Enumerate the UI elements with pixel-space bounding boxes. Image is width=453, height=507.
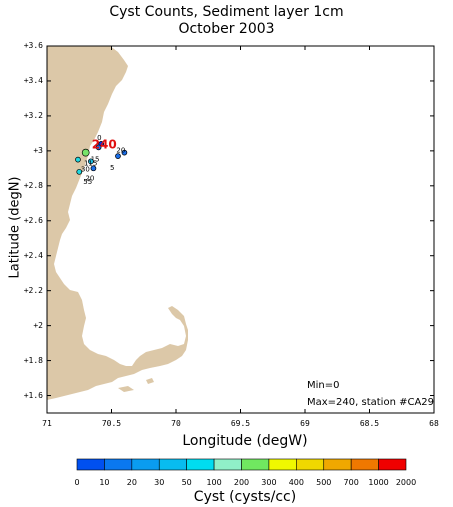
station-marker <box>81 148 90 157</box>
colorbar-tick-label: 100 <box>206 478 222 487</box>
x-tick-label: 68 <box>429 419 439 428</box>
y-tick-label: +2.2 <box>23 285 43 295</box>
colorbar-swatch <box>104 458 133 471</box>
x-tick-label: 70 <box>171 419 181 428</box>
colorbar-tick-label: 20 <box>126 478 137 487</box>
land-island <box>118 386 134 392</box>
y-tick-label: +1.6 <box>23 390 43 400</box>
x-tick-label: 68.5 <box>359 419 380 428</box>
station-label: 115 <box>84 160 97 168</box>
colorbar-swatch <box>213 458 242 471</box>
y-tick-label: +2 <box>33 320 43 330</box>
y-tick-label: +1.8 <box>23 355 43 365</box>
station-marker <box>95 144 102 151</box>
chart-title: Cyst Counts, Sediment layer 1cm <box>109 4 344 20</box>
colorbar-swatch <box>186 458 215 471</box>
x-tick-label: 69 <box>300 419 310 428</box>
colorbar-swatch <box>296 458 325 471</box>
colorbar-tick-label: 2000 <box>395 478 417 487</box>
colorbar-tick-label: 0 <box>74 478 80 487</box>
colorbar-swatch <box>158 458 187 471</box>
y-axis-label: Latitude (degN) <box>7 176 23 279</box>
y-tick-label: +2.6 <box>23 215 43 225</box>
station-marker <box>88 158 94 165</box>
colorbar-tick-label: 50 <box>181 478 192 487</box>
station-marker <box>115 153 121 159</box>
colorbar-tick-label: 300 <box>261 478 277 487</box>
station-label: 30 <box>81 165 90 173</box>
station-label: 15 <box>91 155 100 163</box>
station-marker <box>76 168 83 175</box>
station-label: 20 <box>85 174 94 182</box>
colorbar-swatch <box>323 458 352 471</box>
colorbar-swatch <box>76 458 105 471</box>
station-label: 20 <box>116 147 125 155</box>
max-note: Max=240, station #CA29 <box>307 397 435 408</box>
station-marker <box>121 149 128 156</box>
station-label: 0 <box>97 134 101 142</box>
station-marker <box>90 165 97 172</box>
x-tick-label: 69.5 <box>230 419 251 428</box>
y-tick-label: +2.4 <box>23 250 43 260</box>
y-tick-label: +3.2 <box>23 110 43 120</box>
colorbar-swatch <box>268 458 297 471</box>
x-tick-label: 70.5 <box>101 419 122 428</box>
y-tick-label: +3 <box>33 145 43 155</box>
colorbar-swatch <box>241 458 270 471</box>
colorbar-tick-label: 10 <box>99 478 110 487</box>
station-marker <box>75 156 81 163</box>
station-label: 5 <box>110 164 114 172</box>
colorbar-tick-label: 30 <box>154 478 165 487</box>
axis-ticks <box>46 45 435 413</box>
colorbar-tick-label: 700 <box>343 478 359 487</box>
land-island <box>146 378 154 384</box>
chart-subtitle: October 2003 <box>178 21 275 37</box>
land-mainland <box>47 46 188 400</box>
colorbar-swatch <box>131 458 160 471</box>
coastline-land <box>47 46 188 400</box>
colorbar <box>76 458 407 471</box>
colorbar-tick-label: 200 <box>233 478 250 487</box>
colorbar-tick-label: 1000 <box>368 478 389 487</box>
colorbar-tick-label: 500 <box>316 478 332 487</box>
colorbar-tick-label: 400 <box>288 478 304 487</box>
colorbar-swatch <box>350 458 379 471</box>
x-axis-label: Longitude (degW) <box>182 433 308 449</box>
station-label: 240 <box>92 138 117 152</box>
colorbar-title: Cyst (cysts/cc) <box>193 489 297 505</box>
colorbar-swatch <box>378 458 407 471</box>
x-tick-label: 71 <box>42 419 52 428</box>
y-tick-label: +2.8 <box>23 180 43 190</box>
station-label: 55 <box>83 178 92 186</box>
min-note: Min=0 <box>307 380 340 391</box>
y-tick-label: +3.6 <box>23 41 43 50</box>
y-tick-label: +3.4 <box>23 75 43 85</box>
